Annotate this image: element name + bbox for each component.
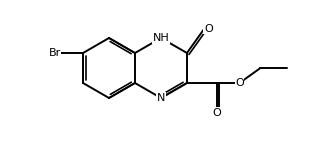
Text: O: O (235, 78, 244, 88)
Text: O: O (213, 107, 221, 118)
Text: NH: NH (152, 33, 169, 43)
Text: N: N (157, 93, 165, 103)
Text: Br: Br (49, 48, 61, 58)
Text: O: O (204, 24, 213, 34)
